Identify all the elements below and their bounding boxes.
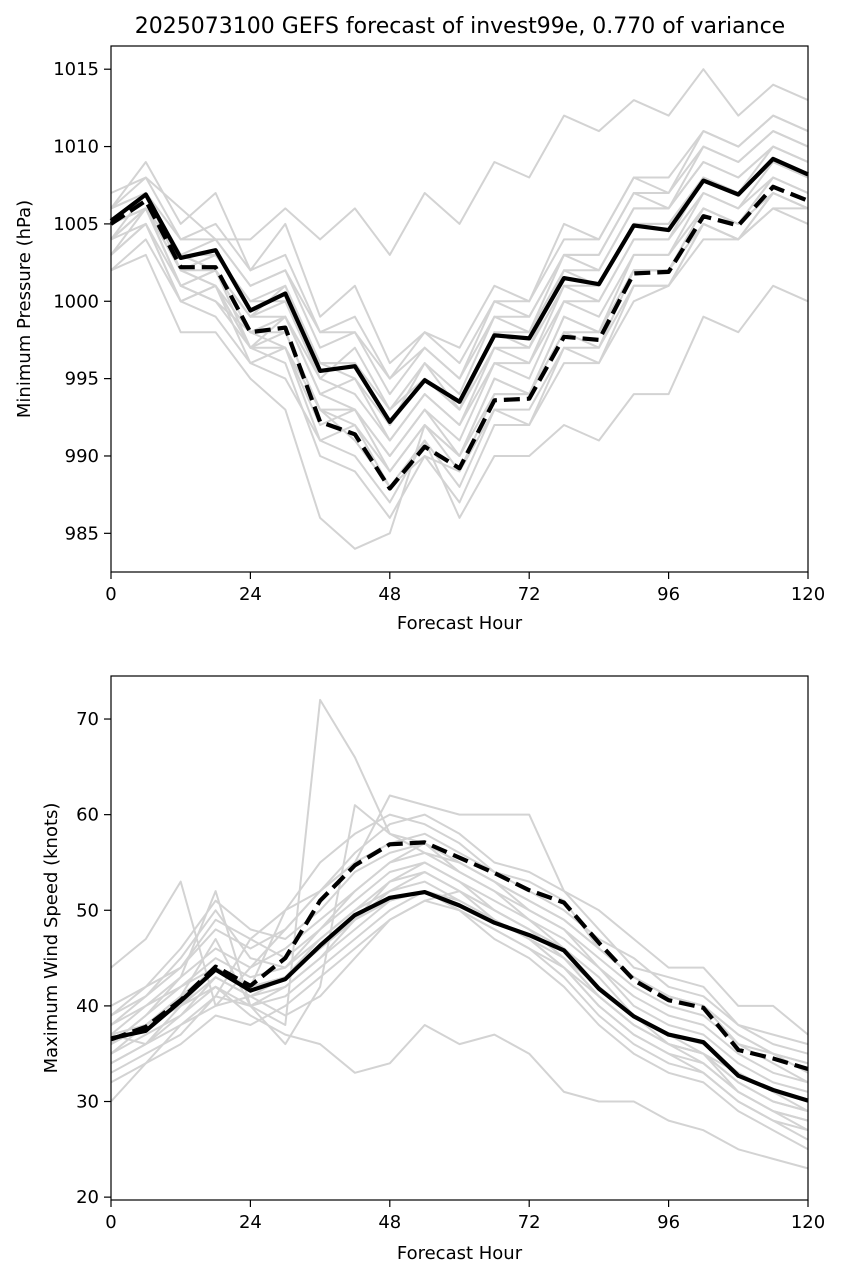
chart-title: 2025073100 GEFS forecast of invest99e, 0… <box>135 14 785 39</box>
pressure-x-tick-label: 24 <box>239 584 262 605</box>
pressure-member-line-2 <box>110 114 809 365</box>
pressure-x-tick-label: 120 <box>791 584 825 605</box>
pressure-x-tick-label: 72 <box>518 584 541 605</box>
pressure-member-line-20 <box>110 176 809 473</box>
wind-y-tick-label: 40 <box>76 996 99 1017</box>
wind-member-line-17 <box>110 842 809 1065</box>
wind-y-tick-label: 60 <box>76 805 99 826</box>
wind-x-axis-label: Forecast Hour <box>397 1243 523 1264</box>
pressure-member-line-15 <box>110 130 809 411</box>
wind-member-line-15 <box>110 861 809 1132</box>
pressure-x-axis-label: Forecast Hour <box>397 613 523 634</box>
pressure-y-ticks: 985 990 995 1000 1005 1010 1015 <box>53 59 111 544</box>
pressure-mean-solid-line <box>109 156 809 424</box>
wind-x-tick-label: 120 <box>791 1212 825 1233</box>
pressure-y-tick-label: 990 <box>65 446 99 467</box>
wind-y-tick-label: 50 <box>76 900 99 921</box>
wind-x-tick-label: 72 <box>518 1212 541 1233</box>
pressure-y-tick-label: 995 <box>65 369 99 390</box>
wind-plot-frame <box>110 675 809 1201</box>
pressure-x-ticks: 0 24 48 72 96 120 <box>105 572 825 605</box>
pressure-weighted-dashed-line <box>109 184 809 491</box>
pressure-y-tick-label: 1000 <box>53 291 99 312</box>
pressure-member-line-13 <box>110 207 809 519</box>
wind-member-line-10 <box>110 832 809 1046</box>
wind-x-tick-label: 24 <box>239 1212 262 1233</box>
pressure-y-tick-label: 985 <box>65 523 99 544</box>
pressure-x-tick-label: 96 <box>657 584 680 605</box>
pressure-y-axis-label: Minimum Pressure (hPa) <box>14 200 35 418</box>
wind-y-axis-label: Maximum Wind Speed (knots) <box>41 803 62 1074</box>
pressure-y-tick-label: 1005 <box>53 214 99 235</box>
wind-y-tick-label: 30 <box>76 1092 99 1113</box>
wind-x-ticks: 0 24 48 72 96 120 <box>105 1200 825 1233</box>
pressure-y-tick-label: 1010 <box>53 137 99 158</box>
wind-member-line-9 <box>110 985 809 1170</box>
wind-series-layer <box>110 698 809 1170</box>
wind-y-ticks: 20 30 40 50 60 70 <box>76 709 111 1208</box>
wind-member-line-16 <box>110 871 809 1112</box>
pressure-x-tick-label: 48 <box>378 584 401 605</box>
wind-weighted-dashed-line <box>110 840 809 1072</box>
wind-x-tick-label: 96 <box>657 1212 680 1233</box>
wind-member-line-20 <box>110 890 809 1122</box>
wind-x-tick-label: 48 <box>378 1212 401 1233</box>
pressure-y-tick-label: 1015 <box>53 59 99 80</box>
pressure-x-tick-label: 0 <box>105 584 116 605</box>
pressure-member-line-10 <box>110 114 809 380</box>
wind-mean-solid-line <box>110 889 809 1103</box>
pressure-plot-frame <box>110 45 809 573</box>
wind-y-tick-label: 70 <box>76 709 99 730</box>
wind-x-tick-label: 0 <box>105 1212 116 1233</box>
pressure-member-line-14 <box>110 238 809 519</box>
pressure-series-layer <box>109 68 809 550</box>
pressure-member-line-17 <box>110 145 809 380</box>
wind-y-tick-label: 20 <box>76 1187 99 1208</box>
pressure-panel: 2025073100 GEFS forecast of invest99e, 0… <box>14 14 825 634</box>
